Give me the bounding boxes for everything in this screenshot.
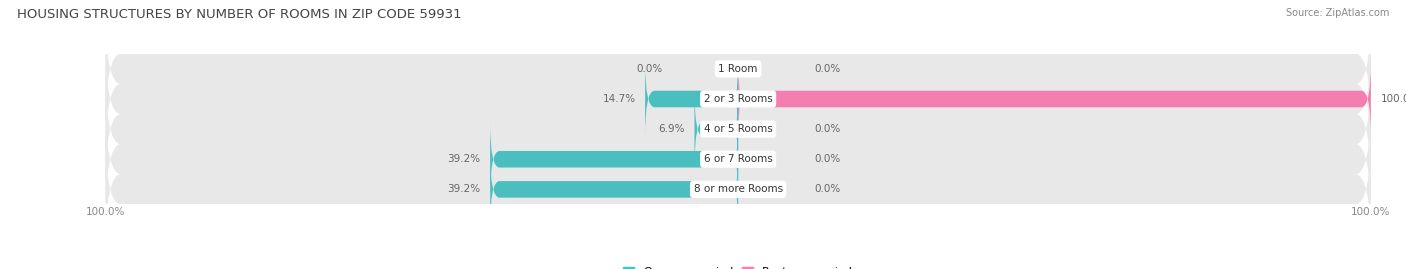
FancyBboxPatch shape — [105, 69, 1371, 189]
Text: 6.9%: 6.9% — [658, 124, 685, 134]
FancyBboxPatch shape — [491, 153, 738, 226]
Text: 6 or 7 Rooms: 6 or 7 Rooms — [704, 154, 772, 164]
FancyBboxPatch shape — [105, 9, 1371, 129]
Text: 1 Room: 1 Room — [718, 64, 758, 74]
Text: 0.0%: 0.0% — [636, 64, 662, 74]
Text: 100.0%: 100.0% — [1381, 94, 1406, 104]
FancyBboxPatch shape — [105, 99, 1371, 219]
Text: 39.2%: 39.2% — [447, 154, 481, 164]
FancyBboxPatch shape — [105, 39, 1371, 159]
Text: 2 or 3 Rooms: 2 or 3 Rooms — [704, 94, 772, 104]
Legend: Owner-occupied, Renter-occupied: Owner-occupied, Renter-occupied — [623, 267, 853, 269]
Text: HOUSING STRUCTURES BY NUMBER OF ROOMS IN ZIP CODE 59931: HOUSING STRUCTURES BY NUMBER OF ROOMS IN… — [17, 8, 461, 21]
Text: 14.7%: 14.7% — [603, 94, 636, 104]
FancyBboxPatch shape — [105, 129, 1371, 249]
Text: 0.0%: 0.0% — [814, 64, 841, 74]
Text: Source: ZipAtlas.com: Source: ZipAtlas.com — [1285, 8, 1389, 18]
Text: 4 or 5 Rooms: 4 or 5 Rooms — [704, 124, 772, 134]
FancyBboxPatch shape — [491, 122, 738, 196]
FancyBboxPatch shape — [738, 62, 1371, 136]
Text: 8 or more Rooms: 8 or more Rooms — [693, 184, 783, 194]
FancyBboxPatch shape — [645, 62, 738, 136]
Text: 0.0%: 0.0% — [814, 184, 841, 194]
Text: 0.0%: 0.0% — [814, 124, 841, 134]
FancyBboxPatch shape — [695, 92, 738, 166]
Text: 39.2%: 39.2% — [447, 184, 481, 194]
Text: 0.0%: 0.0% — [814, 154, 841, 164]
